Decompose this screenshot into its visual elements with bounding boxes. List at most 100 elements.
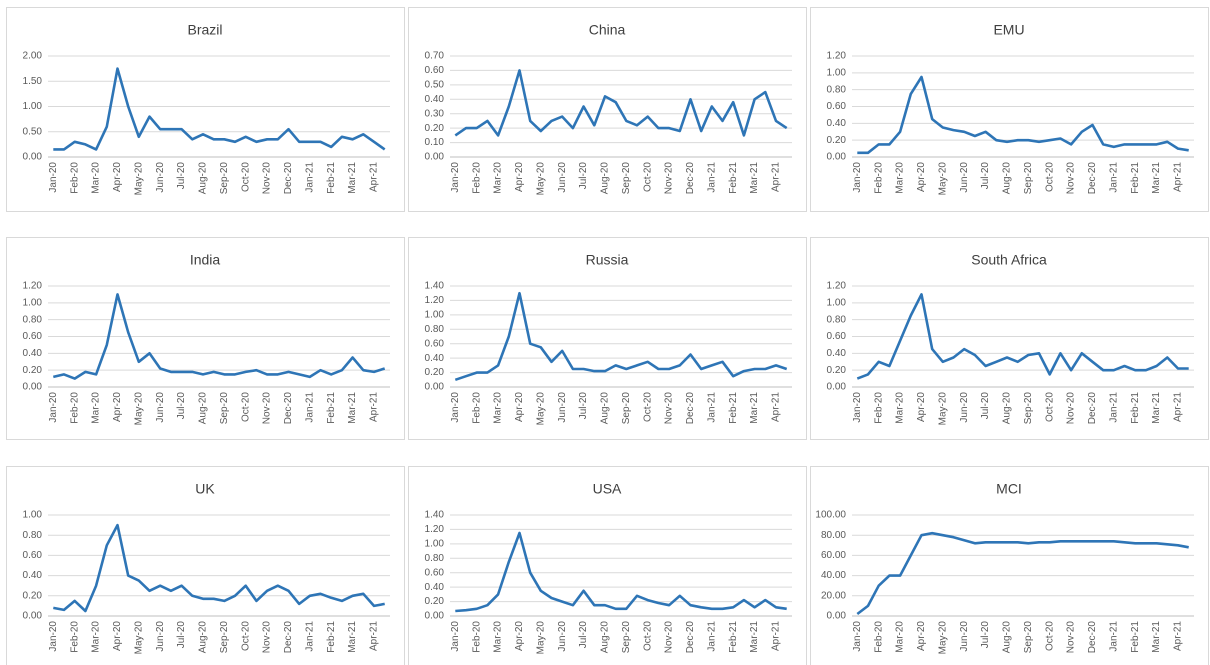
x-tick-label: Dec-20 (283, 621, 294, 654)
x-tick-label: Jan-20 (450, 162, 461, 193)
y-tick-label: 0.80 (827, 84, 847, 95)
y-tick-label: 0.50 (23, 126, 43, 137)
x-tick-label: May-20 (535, 162, 546, 196)
x-tick-label: Sep-20 (1023, 162, 1034, 195)
y-tick-label: 60.00 (821, 550, 846, 561)
x-tick-label: Jan-20 (48, 162, 59, 193)
x-tick-label: Feb-20 (471, 621, 482, 653)
x-tick-label: Sep-20 (219, 162, 230, 195)
x-tick-label: May-20 (133, 162, 144, 196)
x-tick-label: Nov-20 (1066, 392, 1077, 425)
y-tick-label: 0.10 (425, 137, 445, 148)
y-tick-label: 0.80 (827, 314, 847, 325)
x-tick-label: Jul-20 (980, 621, 991, 649)
y-tick-label: 0.80 (425, 324, 445, 335)
x-tick-label: Jun-20 (155, 392, 166, 423)
y-tick-label: 1.50 (23, 76, 43, 87)
x-tick-label: Jan-21 (304, 392, 315, 423)
y-tick-label: 0.40 (425, 353, 445, 364)
x-tick-label: Apr-20 (916, 162, 927, 192)
x-tick-label: Jan-21 (304, 162, 315, 193)
x-tick-label: Dec-20 (685, 621, 696, 654)
x-tick-label: Oct-20 (1044, 162, 1055, 192)
x-tick-label: Sep-20 (219, 392, 230, 425)
x-tick-label: Mar-20 (493, 621, 504, 653)
y-tick-label: 0.60 (827, 101, 847, 112)
x-tick-label: Sep-20 (1023, 392, 1034, 425)
y-tick-label: 0.60 (827, 331, 847, 342)
y-tick-label: 40.00 (821, 570, 846, 581)
x-tick-label: Apr-20 (112, 621, 123, 651)
x-tick-label: Nov-20 (262, 162, 273, 195)
x-tick-label: May-20 (133, 621, 144, 655)
y-tick-label: 0.00 (23, 152, 43, 163)
y-tick-label: 80.00 (821, 530, 846, 541)
x-tick-label: Mar-20 (493, 162, 504, 194)
x-tick-label: Jun-20 (959, 621, 970, 652)
y-tick-label: 0.80 (425, 553, 445, 564)
x-tick-label: May-20 (937, 162, 948, 196)
x-tick-label: Apr-20 (916, 392, 927, 422)
y-tick-label: 0.00 (827, 382, 847, 393)
x-tick-label: Mar-20 (895, 621, 906, 653)
data-line (454, 291, 788, 382)
x-tick-label: Mar-21 (1151, 621, 1162, 653)
x-tick-label: Feb-20 (69, 392, 80, 424)
x-tick-label: Aug-20 (198, 621, 209, 654)
x-tick-label: Apr-21 (1173, 162, 1184, 192)
x-tick-label: Mar-21 (749, 621, 760, 653)
x-tick-label: Apr-21 (369, 162, 380, 192)
x-tick-label: Dec-20 (685, 392, 696, 425)
x-tick-label: Jan-20 (852, 162, 863, 193)
x-tick-label: May-20 (937, 392, 948, 426)
y-tick-label: 0.40 (23, 348, 43, 359)
x-tick-label: Jun-20 (959, 392, 970, 423)
x-tick-label: Apr-21 (1173, 392, 1184, 422)
x-tick-label: Mar-20 (91, 621, 102, 653)
y-tick-label: 0.20 (827, 135, 847, 146)
x-tick-label: Mar-20 (895, 392, 906, 424)
y-tick-label: 1.20 (827, 281, 847, 292)
x-tick-label: Dec-20 (283, 392, 294, 425)
chart-frame (408, 237, 807, 440)
x-tick-label: Jul-20 (176, 392, 187, 420)
x-tick-label: Mar-20 (91, 162, 102, 194)
y-tick-label: 0.00 (425, 611, 445, 622)
y-tick-label: 20.00 (821, 590, 846, 601)
x-tick-label: Nov-20 (1066, 621, 1077, 654)
x-tick-label: Feb-21 (326, 621, 337, 653)
x-tick-label: Oct-20 (1044, 621, 1055, 651)
y-tick-label: 0.00 (425, 152, 445, 163)
x-tick-label: Feb-20 (873, 162, 884, 194)
x-tick-label: Feb-20 (69, 621, 80, 653)
data-line (53, 67, 386, 151)
data-line (53, 293, 386, 380)
data-line (53, 523, 385, 613)
x-tick-label: Mar-21 (1151, 392, 1162, 424)
x-tick-label: Mar-20 (91, 392, 102, 424)
chart-frame (6, 237, 405, 440)
x-tick-label: Feb-21 (1130, 621, 1141, 653)
x-tick-label: Sep-20 (621, 162, 632, 195)
x-tick-label: Feb-20 (471, 162, 482, 194)
y-tick-label: 0.70 (425, 51, 445, 62)
y-tick-label: 0.60 (23, 550, 43, 561)
y-tick-label: 0.20 (425, 123, 445, 134)
y-tick-label: 1.40 (425, 510, 445, 521)
x-tick-label: Nov-20 (664, 162, 675, 195)
x-tick-label: Jul-20 (578, 621, 589, 649)
x-tick-label: Jun-20 (155, 621, 166, 652)
y-tick-label: 1.20 (425, 524, 445, 535)
x-tick-label: Apr-20 (112, 392, 123, 422)
chart-title: China (589, 22, 626, 38)
x-tick-label: Mar-21 (347, 392, 358, 424)
x-tick-label: Jan-20 (852, 392, 863, 423)
x-tick-label: Oct-20 (642, 162, 653, 192)
chart-title: UK (195, 481, 215, 497)
chart-frame (6, 466, 405, 665)
y-tick-label: 1.40 (425, 281, 445, 292)
y-tick-label: 0.60 (23, 331, 43, 342)
data-line (856, 293, 1189, 380)
x-tick-label: Oct-20 (642, 621, 653, 651)
y-tick-label: 1.20 (827, 51, 847, 62)
